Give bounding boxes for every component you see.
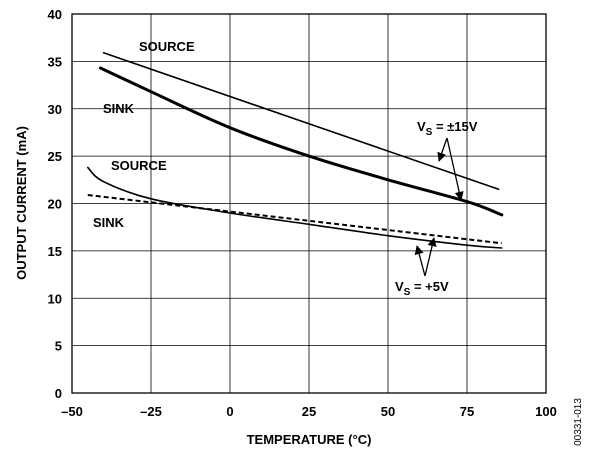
series-line-sink-15v (98, 66, 504, 217)
series-line-source-5v (87, 166, 503, 249)
y-tick-label: 10 (48, 291, 62, 306)
series-line-source-15v (102, 52, 500, 191)
x-tick-label: 25 (302, 404, 316, 419)
y-tick-label: 20 (48, 197, 62, 212)
label-sink-15v: SINK (103, 101, 135, 116)
series-line-sink-5v (87, 194, 502, 245)
label-source-5v: SOURCE (111, 158, 167, 173)
vs-15v-subscript: S (426, 127, 433, 138)
vs-15v-annotation: VS = ±15V (417, 119, 478, 138)
y-tick-label: 40 (48, 7, 62, 22)
vs-15v-v: V (417, 119, 426, 134)
y-tick-label: 25 (48, 149, 62, 164)
y-tick-label: 15 (48, 244, 62, 259)
x-tick-label: 50 (381, 404, 395, 419)
y-tick-label: 30 (48, 102, 62, 117)
vs-15v-value: = ±15V (432, 119, 477, 134)
y-tick-label: 5 (55, 339, 62, 354)
arrow-5v-sink (424, 237, 437, 277)
tick-labels: –50 –25 0 25 50 75 100 0 5 10 15 20 25 30 35 40 (48, 7, 557, 419)
x-tick-label: 0 (226, 404, 233, 419)
x-tick-label: –25 (140, 404, 162, 419)
label-source-15v: SOURCE (139, 39, 195, 54)
vs-5v-value: = +5V (410, 279, 449, 294)
series-layer (87, 52, 504, 249)
label-sink-5v: SINK (93, 215, 125, 230)
y-tick-label: 35 (48, 54, 62, 69)
plot-frame (71, 13, 547, 394)
vs-5v-subscript: S (404, 287, 411, 298)
y-axis-title: OUTPUT CURRENT (mA) (14, 126, 29, 280)
vs-5v-annotation: VS = +5V (395, 279, 449, 298)
arrow-15v-sink (446, 137, 464, 201)
x-axis-title: TEMPERATURE (°C) (247, 432, 372, 447)
arrow-5v-source (414, 245, 426, 277)
x-tick-label: 100 (535, 404, 557, 419)
y-tick-label: 0 (55, 386, 62, 401)
x-tick-label: –50 (61, 404, 83, 419)
x-tick-label: 75 (460, 404, 474, 419)
figure-id: 00331-013 (573, 398, 584, 446)
arrow-15v-source (437, 137, 448, 162)
vs-5v-v: V (395, 279, 404, 294)
